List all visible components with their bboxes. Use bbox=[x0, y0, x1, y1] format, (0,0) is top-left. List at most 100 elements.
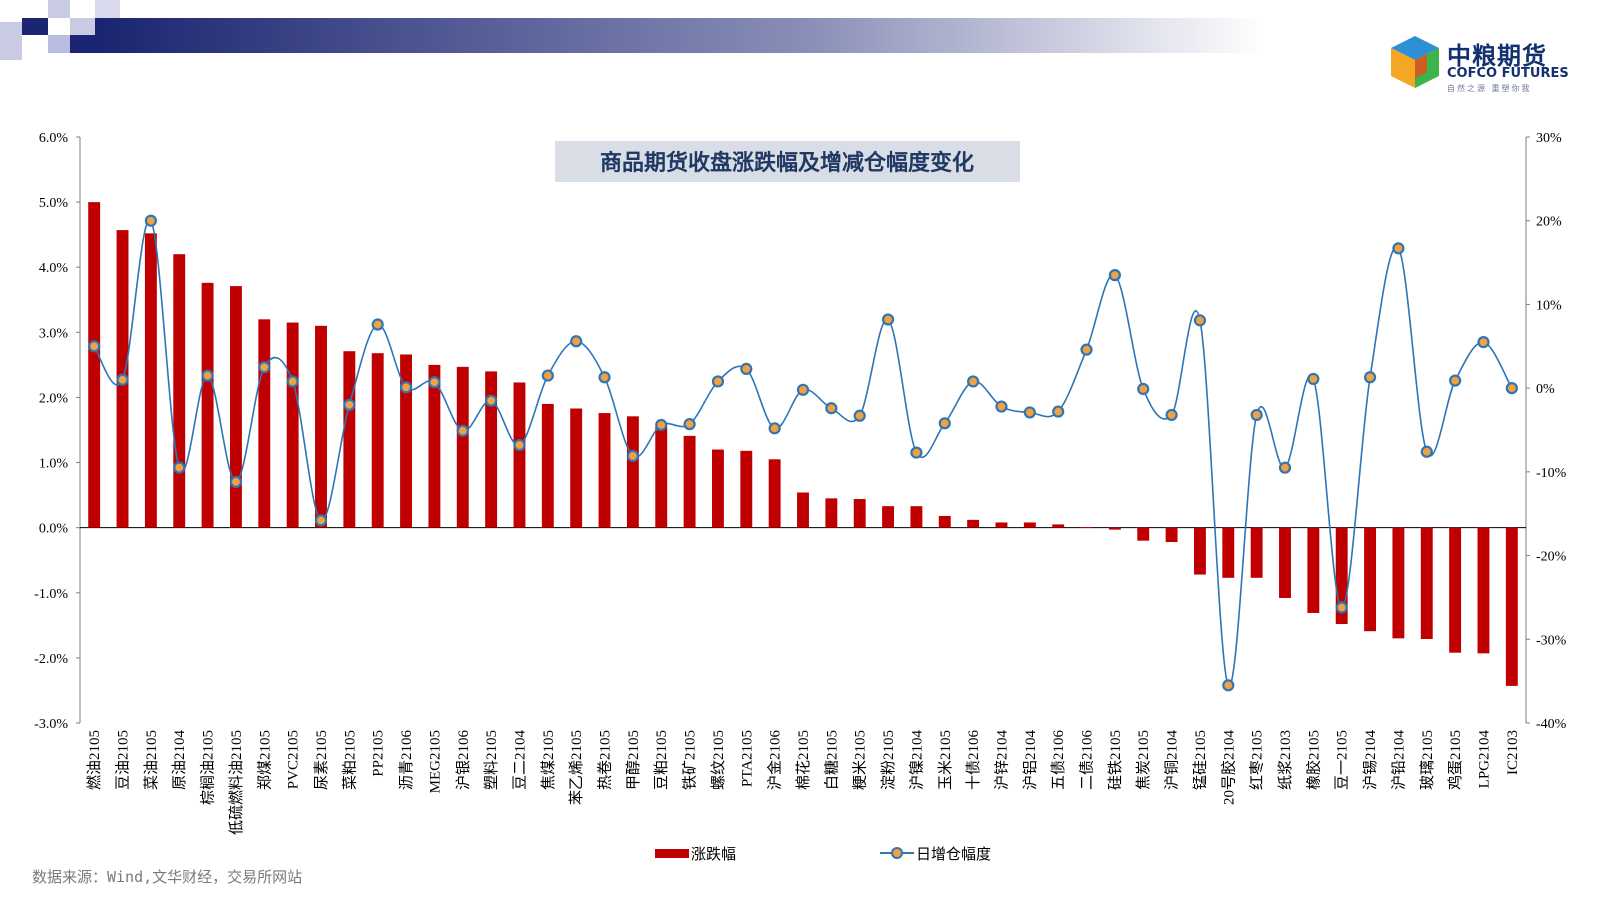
bar bbox=[683, 435, 696, 528]
line-point bbox=[144, 214, 157, 227]
bar bbox=[967, 519, 980, 528]
line-point bbox=[995, 400, 1008, 413]
chart-title: 商品期货收盘涨跌幅及增减仓幅度变化 bbox=[600, 150, 974, 176]
line-point bbox=[938, 417, 951, 430]
left-tick-label: 3.0% bbox=[39, 326, 69, 341]
line-point bbox=[1023, 406, 1036, 419]
line-point bbox=[683, 418, 696, 431]
category-label: 20号胶2104 bbox=[1220, 730, 1237, 806]
logo-english-text: COFCO FUTURES bbox=[1447, 66, 1569, 81]
category-label: 塑料2105 bbox=[483, 730, 500, 790]
bar bbox=[1364, 527, 1377, 632]
bar bbox=[655, 426, 668, 528]
category-label: 甲醇2105 bbox=[625, 730, 642, 790]
bar bbox=[286, 322, 299, 528]
left-tick-label: -2.0% bbox=[34, 652, 68, 667]
cube-logo-icon bbox=[1391, 36, 1439, 88]
bar bbox=[1023, 522, 1036, 528]
bar bbox=[598, 413, 611, 528]
category-label: 红枣2105 bbox=[1249, 730, 1266, 790]
line-point bbox=[1363, 371, 1377, 384]
category-label: 沪铝2104 bbox=[1022, 730, 1039, 791]
bar bbox=[343, 351, 356, 528]
right-tick-label: -40% bbox=[1536, 717, 1567, 732]
category-label: 玻璃2105 bbox=[1419, 730, 1436, 790]
line-point bbox=[541, 369, 554, 382]
bar bbox=[315, 325, 327, 528]
bar bbox=[825, 498, 838, 528]
line-point bbox=[1165, 408, 1178, 422]
category-label: 郑煤2105 bbox=[256, 730, 273, 790]
line-point bbox=[399, 381, 413, 394]
category-label: 棕榈油2105 bbox=[200, 730, 217, 805]
bar bbox=[1392, 527, 1405, 639]
bar bbox=[201, 282, 214, 528]
line-point bbox=[1278, 461, 1292, 474]
chart-title-background bbox=[555, 141, 1020, 182]
bar bbox=[740, 450, 753, 528]
right-tick-label: -10% bbox=[1536, 466, 1567, 481]
category-label: 低硫燃料油2105 bbox=[227, 730, 245, 835]
bar bbox=[1279, 527, 1291, 598]
line-point bbox=[258, 361, 271, 374]
line-point bbox=[371, 318, 384, 331]
left-tick-label: 4.0% bbox=[39, 261, 69, 276]
line-point bbox=[1250, 408, 1263, 422]
category-label: 沪银2106 bbox=[455, 730, 472, 791]
line-point bbox=[853, 409, 866, 422]
left-tick-label: 2.0% bbox=[39, 391, 69, 406]
bar bbox=[910, 506, 923, 528]
legend-bar-swatch bbox=[655, 848, 689, 858]
category-label: 橡胶2105 bbox=[1305, 730, 1322, 790]
bar bbox=[88, 202, 101, 528]
bar bbox=[428, 364, 441, 528]
line-point bbox=[1392, 242, 1405, 255]
line-series bbox=[88, 214, 1518, 692]
bar bbox=[711, 449, 724, 528]
bar bbox=[229, 286, 242, 528]
category-label: LPG2104 bbox=[1476, 730, 1492, 789]
line-point bbox=[428, 376, 441, 389]
left-tick-label: 0.0% bbox=[39, 522, 69, 537]
bar bbox=[626, 416, 639, 528]
line-point bbox=[1505, 382, 1518, 395]
bar bbox=[371, 353, 384, 528]
category-label: 淀粉2105 bbox=[880, 730, 897, 790]
left-tick-label: 5.0% bbox=[39, 196, 69, 211]
line-point bbox=[88, 340, 101, 353]
line-point bbox=[740, 362, 753, 375]
line-point bbox=[513, 438, 526, 452]
bar bbox=[1420, 527, 1433, 640]
category-label: 玉米2105 bbox=[937, 730, 954, 790]
line-point bbox=[1052, 405, 1065, 418]
category-label: 沪铜2104 bbox=[1164, 730, 1181, 791]
line-point bbox=[485, 394, 498, 407]
category-label: 棉花2105 bbox=[795, 730, 812, 790]
category-label: 豆油2105 bbox=[115, 730, 132, 790]
line-point bbox=[173, 461, 186, 474]
category-label: 沪锡2104 bbox=[1362, 730, 1379, 791]
line-point bbox=[910, 446, 923, 459]
bar bbox=[797, 492, 809, 528]
category-label: 铁矿2105 bbox=[682, 730, 699, 790]
right-tick-label: 30% bbox=[1536, 131, 1562, 146]
category-label: 五债2106 bbox=[1050, 730, 1067, 791]
line-point bbox=[768, 422, 781, 435]
bar bbox=[144, 233, 157, 528]
data-source-note: 数据来源：Wind,文华财经，交易所网站 bbox=[32, 868, 303, 886]
left-tick-label: 6.0% bbox=[39, 131, 69, 146]
right-tick-label: -20% bbox=[1536, 550, 1567, 565]
category-label: 沥青2106 bbox=[398, 730, 415, 791]
category-label: 锰硅2105 bbox=[1192, 730, 1209, 790]
chart-title-group: 商品期货收盘涨跌幅及增减仓幅度变化 bbox=[555, 141, 1020, 182]
bar bbox=[541, 403, 554, 528]
category-label: 十债2106 bbox=[965, 730, 982, 791]
category-label: 尿素2105 bbox=[313, 730, 330, 790]
bar bbox=[1052, 524, 1065, 528]
category-label: 纸浆2103 bbox=[1276, 730, 1294, 790]
category-label: 螺纹2105 bbox=[710, 730, 727, 790]
bar bbox=[1477, 527, 1490, 654]
line-point bbox=[1335, 601, 1348, 614]
legend-line-swatch bbox=[880, 843, 914, 863]
line-point bbox=[286, 375, 299, 388]
